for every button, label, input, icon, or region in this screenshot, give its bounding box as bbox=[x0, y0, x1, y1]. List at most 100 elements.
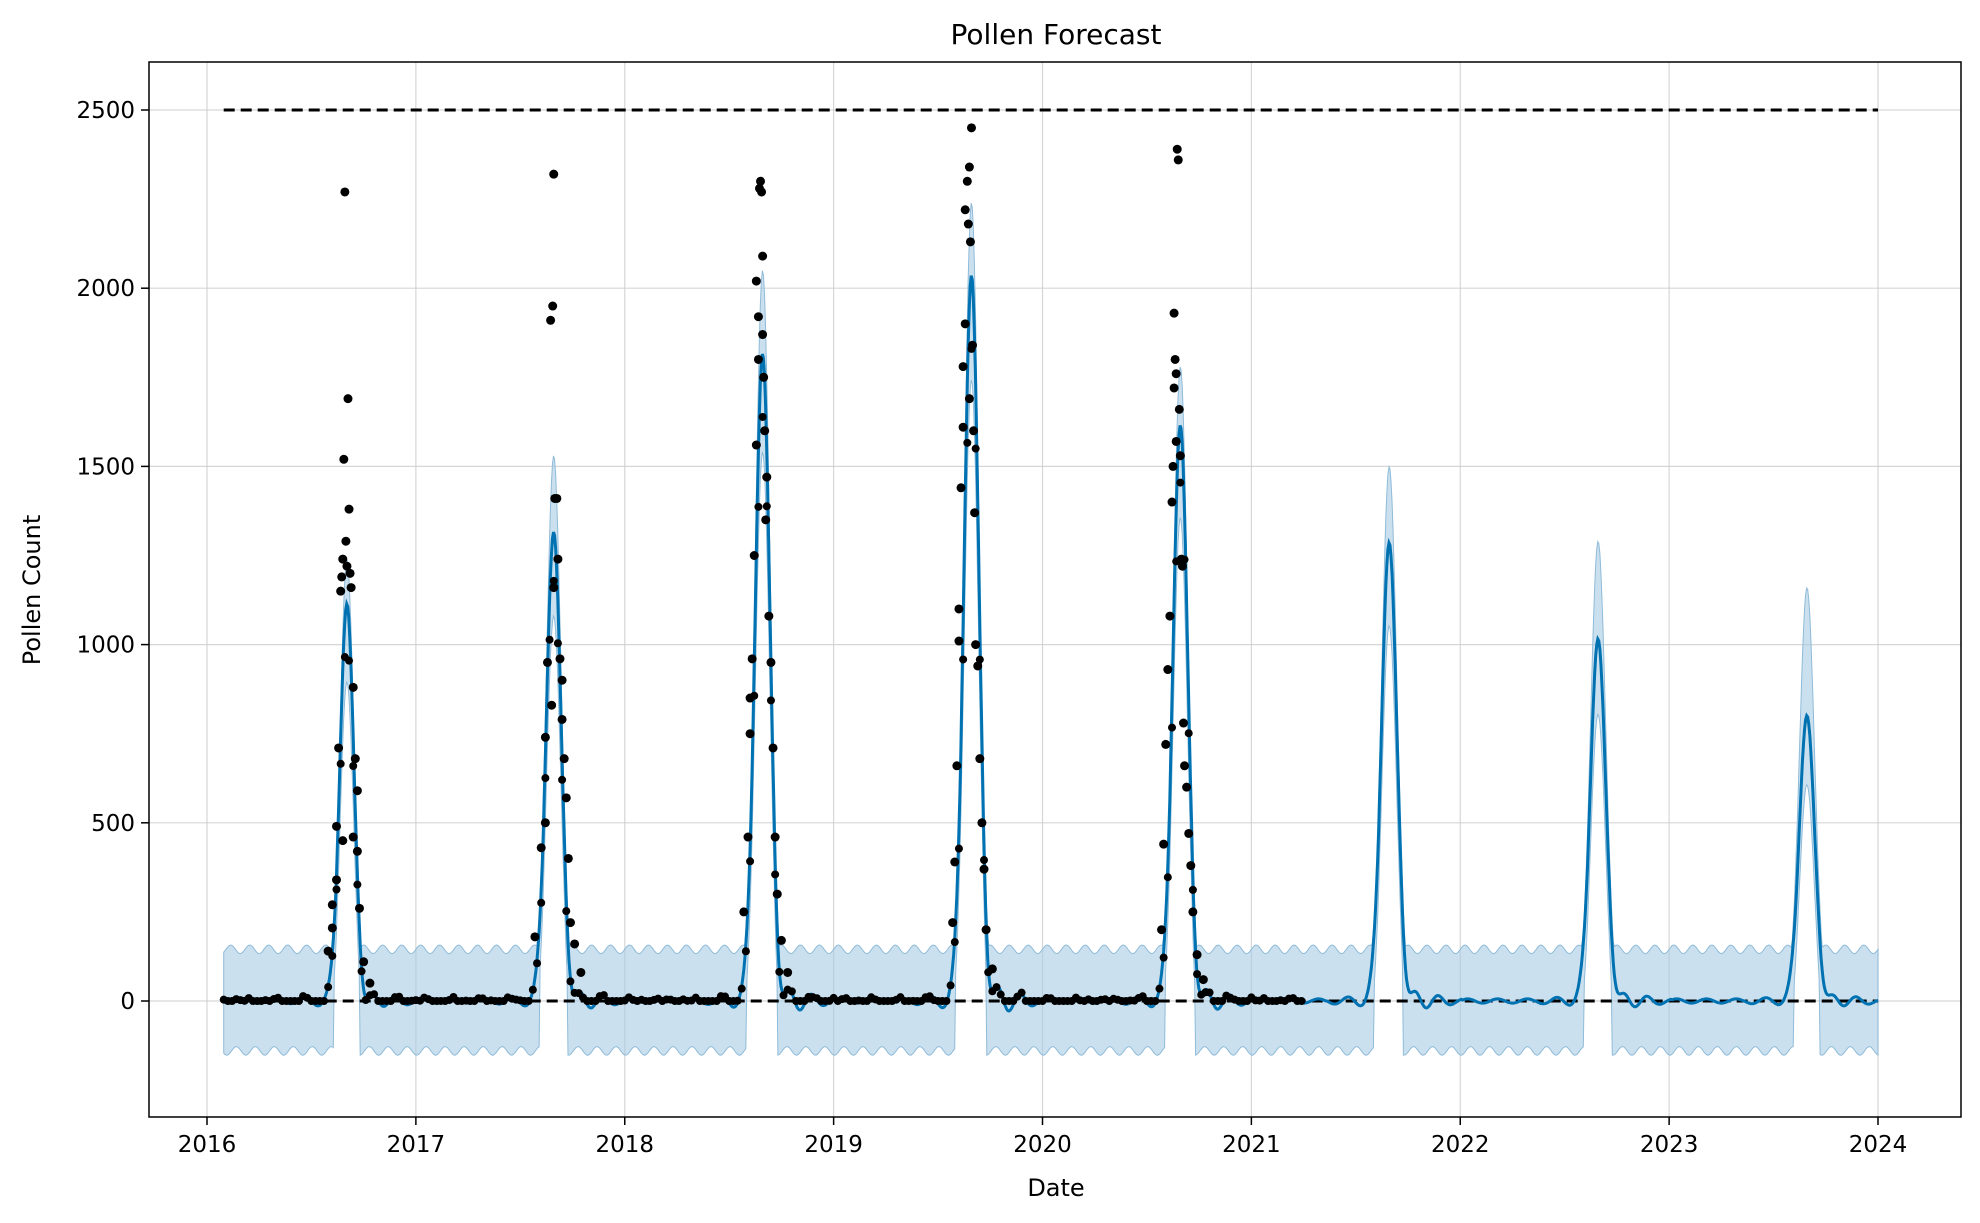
x-tick-label: 2018 bbox=[595, 1132, 654, 1158]
observed-point bbox=[776, 935, 786, 945]
observed-point bbox=[1167, 497, 1177, 507]
observed-point bbox=[563, 853, 573, 863]
observed-point bbox=[996, 990, 1005, 999]
observed-point bbox=[344, 504, 354, 514]
observed-point bbox=[553, 554, 563, 564]
observed-point bbox=[779, 991, 788, 1000]
observed-point bbox=[954, 604, 964, 614]
observed-point bbox=[323, 946, 333, 956]
observed-point bbox=[546, 315, 556, 325]
x-axis-label: Date bbox=[1027, 1174, 1084, 1202]
y-tick-label: 2500 bbox=[76, 98, 135, 124]
observed-points bbox=[219, 123, 1306, 1005]
observed-point bbox=[549, 583, 559, 593]
observed-point bbox=[946, 981, 955, 990]
observed-point bbox=[332, 821, 342, 831]
observed-point bbox=[1172, 144, 1182, 154]
observed-point bbox=[1157, 925, 1167, 935]
observed-point bbox=[348, 832, 358, 842]
x-tick-label: 2023 bbox=[1640, 1132, 1699, 1158]
observed-point bbox=[980, 856, 989, 865]
observed-point bbox=[764, 611, 774, 621]
observed-point bbox=[541, 774, 550, 783]
observed-point bbox=[565, 918, 575, 928]
observed-point bbox=[354, 903, 364, 913]
observed-point bbox=[549, 576, 558, 585]
observed-point bbox=[1184, 729, 1193, 738]
observed-point bbox=[350, 754, 360, 764]
observed-point bbox=[319, 997, 328, 1005]
observed-point bbox=[1168, 723, 1177, 732]
observed-point bbox=[772, 889, 782, 899]
observed-point bbox=[1174, 404, 1184, 414]
observed-point bbox=[975, 754, 985, 764]
observed-point bbox=[979, 864, 989, 874]
y-axis-ticks: 0 500 1000 1500 2000 2500 bbox=[76, 98, 149, 1015]
observed-point bbox=[751, 440, 761, 450]
observed-point bbox=[1163, 665, 1173, 675]
observed-point bbox=[352, 846, 362, 856]
observed-point bbox=[1155, 984, 1164, 993]
observed-point bbox=[950, 938, 959, 947]
observed-point bbox=[553, 639, 562, 648]
observed-point bbox=[327, 923, 337, 933]
observed-point bbox=[542, 657, 552, 667]
observed-point bbox=[348, 682, 358, 692]
observed-point bbox=[1017, 988, 1026, 997]
y-tick-label: 0 bbox=[120, 989, 135, 1015]
y-tick-label: 1000 bbox=[76, 633, 135, 659]
observed-point bbox=[745, 729, 755, 739]
observed-point bbox=[958, 362, 968, 372]
observed-point bbox=[530, 932, 540, 942]
x-tick-label: 2020 bbox=[1013, 1132, 1072, 1158]
observed-point bbox=[528, 985, 537, 994]
plot-area-frame bbox=[148, 61, 1962, 1118]
y-tick-label: 1500 bbox=[76, 454, 135, 480]
observed-point bbox=[971, 444, 980, 453]
observed-point bbox=[968, 340, 978, 350]
observed-point bbox=[960, 205, 970, 215]
observed-point bbox=[370, 990, 379, 999]
observed-point bbox=[1192, 950, 1202, 960]
observed-point bbox=[987, 964, 997, 974]
observed-point bbox=[958, 422, 968, 432]
observed-point bbox=[349, 762, 358, 771]
observed-point bbox=[753, 312, 763, 322]
observed-point bbox=[741, 947, 750, 956]
observed-point bbox=[771, 870, 780, 879]
observed-point bbox=[952, 761, 962, 771]
x-tick-label: 2021 bbox=[1222, 1132, 1281, 1158]
observed-point bbox=[343, 394, 353, 404]
observed-point bbox=[1159, 953, 1168, 962]
observed-point bbox=[345, 656, 354, 665]
observed-point bbox=[775, 967, 784, 976]
observed-point bbox=[1161, 739, 1171, 749]
observed-point bbox=[576, 967, 586, 977]
observed-point bbox=[762, 472, 772, 482]
observed-point bbox=[758, 251, 768, 261]
observed-point bbox=[336, 759, 345, 768]
observed-point bbox=[959, 655, 968, 664]
observed-point bbox=[1175, 451, 1185, 461]
observed-point bbox=[540, 818, 550, 828]
observed-point bbox=[770, 832, 780, 842]
observed-point bbox=[599, 991, 608, 1000]
observed-point bbox=[1188, 885, 1197, 894]
y-tick-label: 500 bbox=[91, 811, 135, 837]
observed-point bbox=[547, 700, 557, 710]
observed-point bbox=[559, 754, 569, 764]
observed-point bbox=[1176, 554, 1186, 564]
y-axis-label: Pollen Count bbox=[18, 515, 46, 666]
observed-point bbox=[570, 939, 580, 949]
observed-point bbox=[1178, 718, 1188, 728]
observed-point bbox=[766, 657, 776, 667]
observed-point bbox=[964, 162, 974, 172]
observed-point bbox=[1182, 782, 1192, 792]
observed-point bbox=[338, 836, 348, 846]
observed-point bbox=[537, 898, 546, 907]
observed-point bbox=[562, 907, 571, 916]
observed-point bbox=[359, 957, 369, 967]
observed-point bbox=[324, 983, 333, 992]
observed-point bbox=[332, 875, 342, 885]
